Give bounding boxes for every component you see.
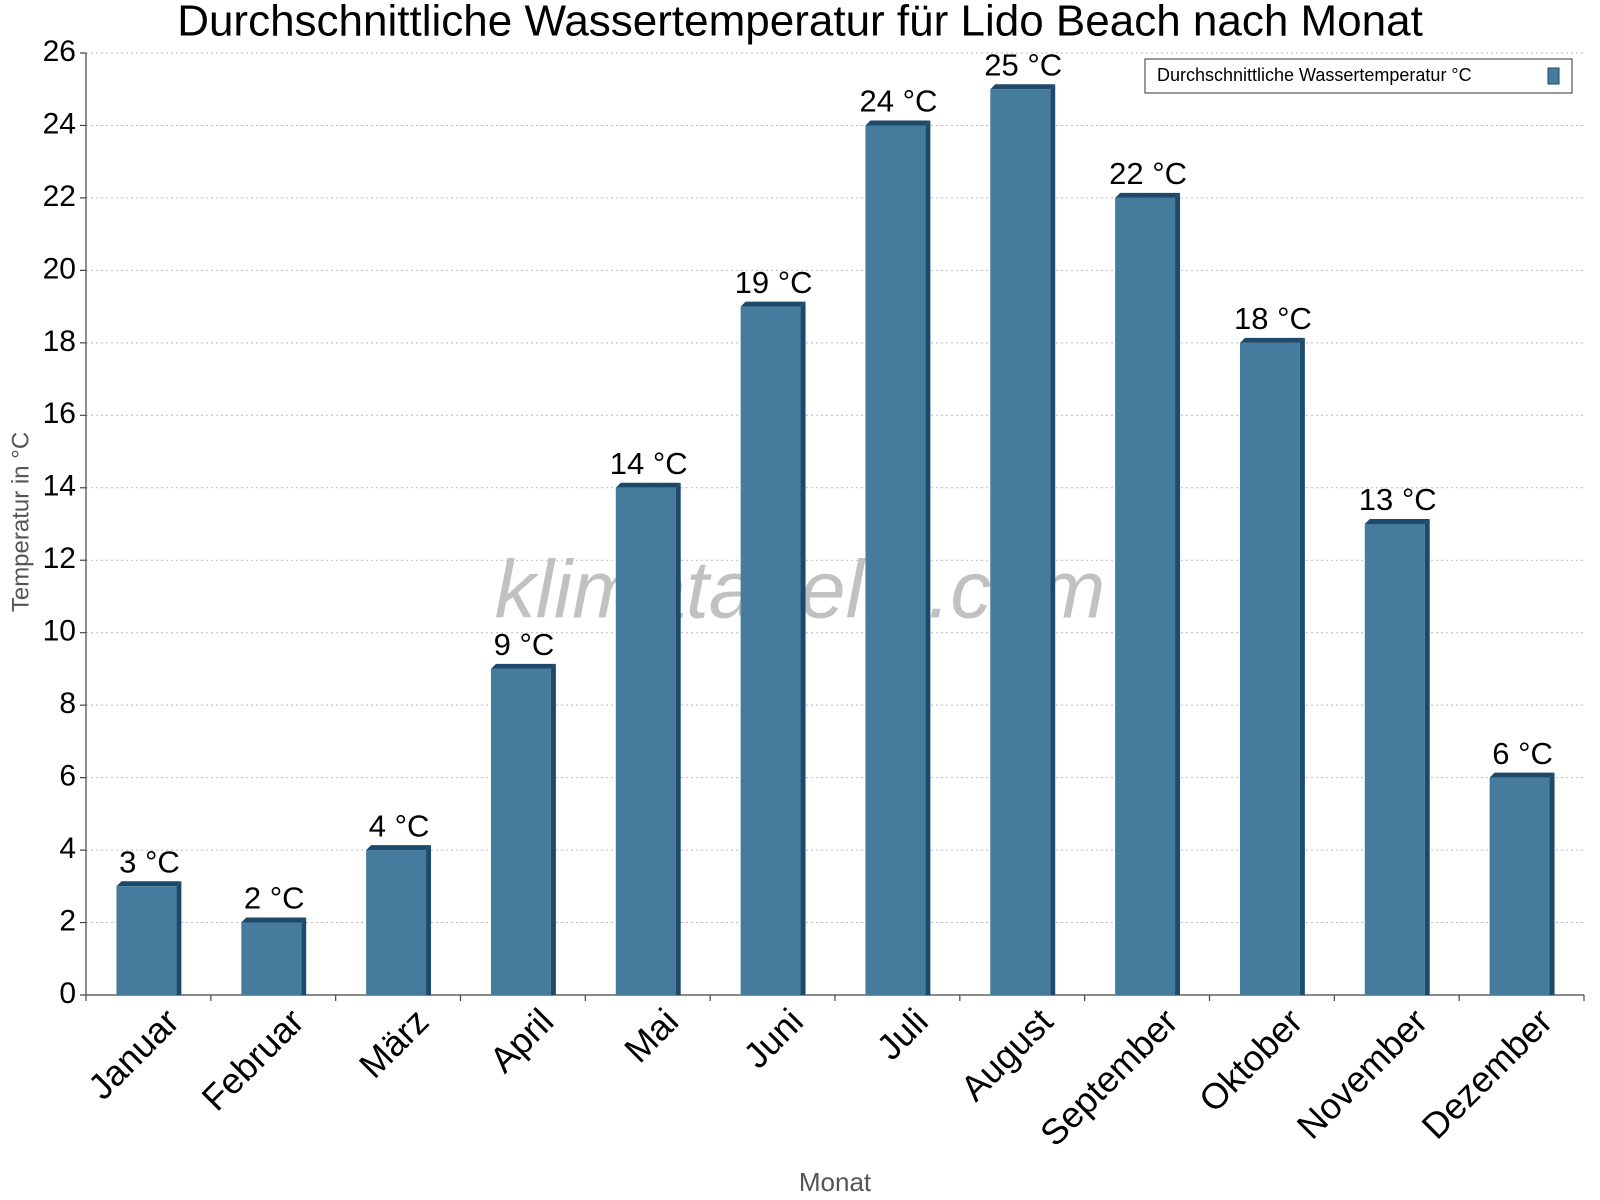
y-tick-label: 16 <box>43 397 76 430</box>
x-tick-label: Oktober <box>1191 1000 1311 1120</box>
legend-swatch <box>1547 67 1560 85</box>
bar <box>1489 777 1550 995</box>
x-tick-label: März <box>351 1000 437 1086</box>
y-tick-label: 22 <box>43 180 76 213</box>
chart-title: Durchschnittliche Wassertemperatur für L… <box>177 0 1423 46</box>
y-axis-label: Temperatur in °C <box>7 432 34 612</box>
bar-side <box>800 301 806 996</box>
bar-side <box>1050 84 1056 995</box>
x-tick-label: April <box>481 1000 561 1080</box>
bar-top <box>865 120 931 126</box>
bar-top <box>1489 772 1555 778</box>
x-tick-label: Dezember <box>1414 1000 1560 1146</box>
x-tick-label: Juli <box>869 1000 936 1067</box>
legend-box <box>1144 58 1573 94</box>
bar <box>740 306 801 996</box>
value-label: 13 °C <box>1359 482 1437 517</box>
bar-top <box>990 84 1056 90</box>
bar <box>865 125 926 995</box>
bar <box>116 886 177 995</box>
bar-top <box>615 482 681 488</box>
y-tick-label: 0 <box>59 977 76 1010</box>
bar-top <box>366 845 432 851</box>
bar <box>1364 524 1425 995</box>
y-tick-label: 8 <box>59 687 76 720</box>
x-tick-label: Januar <box>80 1000 187 1107</box>
value-label: 9 °C <box>494 627 555 662</box>
value-label: 4 °C <box>369 808 430 843</box>
bar <box>1115 197 1176 995</box>
x-tick-label: September <box>1032 1000 1186 1154</box>
y-tick-label: 12 <box>43 542 76 575</box>
bar-side <box>1175 192 1181 995</box>
y-tick-label: 14 <box>43 470 76 503</box>
bar-top <box>490 663 556 669</box>
y-tick-label: 10 <box>43 615 76 648</box>
legend: Durchschnittliche Wassertemperatur °C <box>1144 58 1573 94</box>
x-tick-label: Mai <box>616 1000 686 1070</box>
bar-top <box>241 917 307 923</box>
bar-side <box>1299 337 1305 995</box>
x-tick-label: August <box>952 1000 1060 1108</box>
bar <box>241 922 302 995</box>
bar-side <box>176 881 182 995</box>
y-tick-label: 2 <box>59 904 76 937</box>
value-label: 2 °C <box>244 881 305 916</box>
x-tick-label: Februar <box>194 1000 312 1118</box>
bar-top <box>1364 519 1430 524</box>
value-label: 19 °C <box>735 265 813 300</box>
bar-side <box>1424 519 1430 995</box>
bar <box>490 668 551 995</box>
value-label: 18 °C <box>1234 301 1312 336</box>
y-tick-label: 4 <box>59 832 76 865</box>
bar-top <box>1115 192 1181 198</box>
value-label: 6 °C <box>1492 736 1553 771</box>
y-tick-label: 24 <box>43 107 76 140</box>
bar-top <box>1239 337 1305 343</box>
bar-top <box>740 301 806 307</box>
y-tick-label: 6 <box>59 760 76 793</box>
x-tick-label: November <box>1289 1000 1435 1146</box>
value-label: 14 °C <box>610 446 688 481</box>
bar-side <box>1549 772 1555 995</box>
y-tick-label: 18 <box>43 325 76 358</box>
bar-side <box>925 120 931 995</box>
y-tick-label: 26 <box>43 35 76 68</box>
x-tick-label: Juni <box>735 1000 811 1076</box>
legend-label: Durchschnittliche Wassertemperatur °C <box>1157 65 1472 85</box>
bar-side <box>426 845 432 995</box>
y-tick-label: 20 <box>43 252 76 285</box>
value-label: 22 °C <box>1109 156 1187 191</box>
bar-side <box>675 482 681 995</box>
value-label: 25 °C <box>984 47 1062 82</box>
bar <box>1239 342 1300 995</box>
value-label: 24 °C <box>859 84 937 119</box>
bar-top <box>116 881 182 887</box>
bar <box>615 487 676 995</box>
x-axis-label: Monat <box>799 1167 872 1197</box>
bar <box>990 89 1051 995</box>
bar-side <box>301 917 307 995</box>
value-label: 3 °C <box>119 844 180 879</box>
bar-side <box>550 663 556 995</box>
bar <box>366 850 427 995</box>
